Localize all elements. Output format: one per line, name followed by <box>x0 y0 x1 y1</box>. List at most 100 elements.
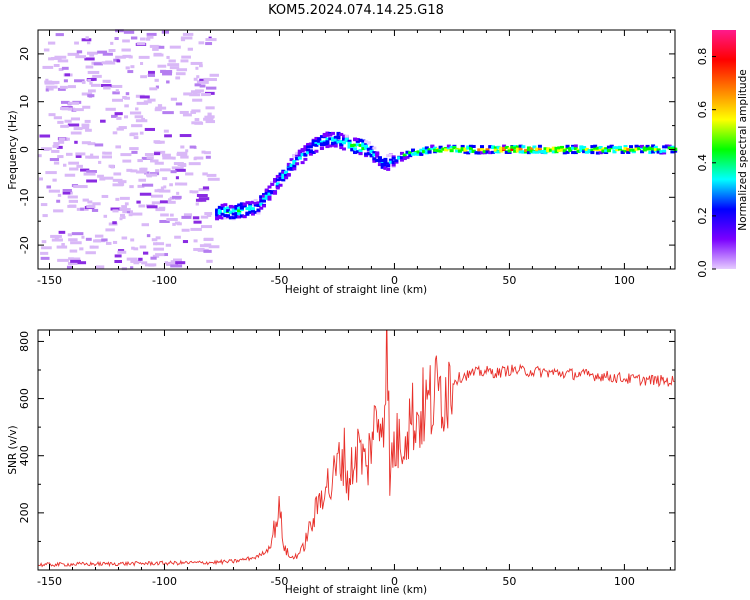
spectrogram-cell <box>372 153 377 157</box>
spectrogram-cell <box>239 208 244 212</box>
spectrogram-noise-cell <box>155 253 166 257</box>
spectrogram-noise-cell <box>155 85 159 89</box>
spectrogram-cell <box>353 147 358 151</box>
spectrogram-cell <box>383 163 388 167</box>
spectrogram-cell <box>259 199 264 203</box>
spectrogram-noise-cell <box>175 168 186 172</box>
spectrogram-noise-cell <box>185 172 194 176</box>
spectrogram-cell <box>306 148 311 152</box>
spectrogram-noise-cell <box>106 79 110 83</box>
spectrogram-noise-cell <box>173 162 184 166</box>
spectrogram-cell <box>651 147 656 151</box>
spectrogram-noise-cell <box>91 208 99 212</box>
spectrogram-cell <box>319 140 324 144</box>
spectrogram-noise-cell <box>82 105 91 109</box>
spectrogram-noise-cell <box>115 29 124 33</box>
spectrogram-cell <box>253 198 258 202</box>
spectrogram-noise-cell <box>166 55 170 59</box>
spectrogram-noise-cell <box>67 123 80 127</box>
spectrogram-cell <box>411 149 416 153</box>
spectrogram-cell <box>292 154 297 158</box>
spectrogram-cell <box>424 151 429 155</box>
spectrogram-cell <box>424 148 429 152</box>
spectrogram-noise-cell <box>193 220 202 224</box>
spectrogram-cell <box>353 143 358 147</box>
spectrogram-noise-cell <box>182 32 194 36</box>
spectrogram-cell <box>518 144 523 148</box>
spectrogram-noise-cell <box>74 140 78 144</box>
spectrogram-cell <box>239 214 244 218</box>
spectrogram-noise-cell <box>207 177 220 181</box>
spectrogram-noise-cell <box>185 149 189 153</box>
spectrogram-noise-cell <box>48 189 60 193</box>
spectrogram-noise-cell <box>86 170 97 174</box>
spectrogram-cell <box>234 204 239 208</box>
snr-series <box>38 330 675 568</box>
spectrogram-noise-cell <box>98 160 102 164</box>
spectrogram-cell <box>223 207 228 211</box>
spectrogram-noise-cell <box>201 93 211 97</box>
spectrogram-cell <box>471 149 476 153</box>
spectrogram-cell <box>518 150 523 154</box>
spectrogram-noise-cell <box>53 209 64 213</box>
spectrogram-noise-cell <box>70 131 82 135</box>
spectrogram-noise-cell <box>165 243 172 247</box>
spectrogram-cell <box>397 156 402 160</box>
spectrogram-cell <box>427 148 432 152</box>
spectrogram-noise-cell <box>160 213 169 217</box>
spectrogram-cell <box>496 150 501 154</box>
spectrogram-noise-cell <box>59 85 68 89</box>
spectrogram-noise-cell <box>81 123 90 127</box>
spectrogram-cell <box>311 141 316 145</box>
spectrogram-noise-cell <box>130 169 138 173</box>
spectrogram-cell <box>562 149 567 153</box>
spectrogram-cell <box>582 150 587 154</box>
spectrogram-cell <box>226 206 231 210</box>
colorbar-tick-label: 0.0 <box>696 260 709 278</box>
spectrogram-cell <box>295 151 300 155</box>
spectrogram-noise-cell <box>121 48 131 52</box>
spectrogram-cell <box>226 214 231 218</box>
spectrogram-noise-cell <box>87 94 95 98</box>
spectrogram-noise-cell <box>85 128 92 132</box>
spectrogram-cell <box>261 199 266 203</box>
spectrogram-cell <box>571 151 576 155</box>
spectrogram-cell <box>342 136 347 140</box>
spectrogram-cell <box>386 164 391 168</box>
spectrogram-noise-cell <box>144 153 154 157</box>
spectrogram-noise-cell <box>151 201 161 205</box>
spectrogram-cell <box>377 156 382 160</box>
spectrogram-cell <box>626 148 631 152</box>
spectrogram-cell <box>457 149 462 153</box>
spectrogram-noise-cell <box>130 65 135 69</box>
spectrogram-cell <box>261 194 266 198</box>
spectrogram-cell <box>584 150 589 154</box>
colorbar-tick-label: 0.2 <box>696 207 709 225</box>
spectrogram-cell <box>422 147 427 151</box>
spectrogram-noise-cell <box>112 209 119 213</box>
spectrogram-cell <box>317 137 322 141</box>
spectrogram-noise-cell <box>70 241 82 245</box>
spectrogram-noise-cell <box>155 208 166 212</box>
spectrogram-noise-cell <box>138 204 145 208</box>
spectrogram-noise-cell <box>87 79 91 83</box>
x-tick-label: 0 <box>391 274 398 287</box>
spectrogram-cell <box>217 209 222 213</box>
spectrogram-cell <box>620 150 625 154</box>
spectrogram-noise-cell <box>149 87 158 91</box>
spectrogram-noise-cell <box>206 173 217 177</box>
spectrogram-cell <box>248 210 253 214</box>
spectrogram-noise-cell <box>57 59 69 63</box>
spectrogram-cell <box>273 191 278 195</box>
spectrogram-cell <box>499 149 504 153</box>
spectrogram-cell <box>270 190 275 194</box>
spectrogram-cell <box>264 191 269 195</box>
spectrogram-noise-cell <box>147 73 156 77</box>
spectrogram-noise-cell <box>170 260 179 264</box>
spectrogram-noise-cell <box>194 118 200 122</box>
spectrogram-cell <box>388 160 393 164</box>
spectrogram-noise-cell <box>135 119 148 123</box>
spectrogram-noise-cell <box>101 238 108 242</box>
spectrogram-noise-cell <box>57 193 62 197</box>
spectrogram-cell <box>468 149 473 153</box>
